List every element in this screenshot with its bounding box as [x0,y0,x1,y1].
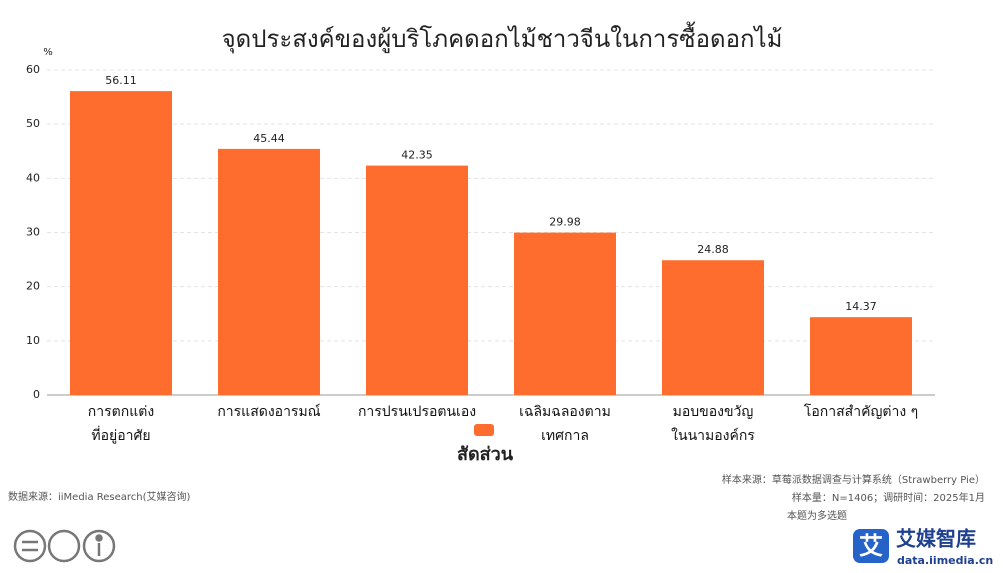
x-tick-label: โอกาสสำคัญต่าง ๆ [803,404,919,420]
bar [70,91,172,395]
sample-source: 样本来源：草莓派数据调查与计算系统（Strawberry Pie） [721,475,985,486]
x-tick-label: มอบของขวัญ ในนามองค์กร [671,404,755,444]
y-tick-label: 20 [26,280,40,293]
x-tick-label: การแสดงอารมณ์ [217,404,321,420]
note: 本题为多选题 [787,511,847,522]
y-unit: % [43,47,53,58]
bar [810,317,912,395]
x-tick-label: การตกแต่ง ที่อยู่อาศัย [87,404,155,444]
legend-label: สัดส่วน [457,444,514,465]
cc-icons [13,529,116,563]
logo-icon: 艾 [859,532,883,560]
y-tick-label: 0 [33,388,40,401]
source: 数据来源：iiMedia Research(艾媒咨询) [8,492,191,503]
y-tick-label: 40 [26,171,40,184]
logo-name: 艾媒智库 [896,527,976,551]
x-tick-label: เฉลิมฉลองตาม เทศกาล [519,404,611,444]
value-label: 29.98 [549,216,581,229]
chart-title: จุดประสงค์ของผู้บริโภคดอกไม้ชาวจีนในการซ… [222,21,783,54]
value-label: 56.11 [105,74,137,87]
bar [218,148,320,395]
y-tick-label: 60 [26,63,40,76]
y-tick-label: 50 [26,117,40,130]
bar [514,232,616,395]
value-label: 24.88 [697,243,729,256]
value-label: 14.37 [845,300,877,313]
y-tick-label: 10 [26,334,40,347]
logo-icon-bg [853,529,889,563]
x-tick-label: การปรนเปรอตนเอง [357,404,477,420]
bar [662,260,764,395]
value-label: 42.35 [401,149,433,162]
sample-size: 样本量：N=1406；调研时间：2025年1月 [791,493,985,504]
logo-url: data.iimedia.cn [897,554,993,567]
bar [366,165,468,395]
legend-swatch [474,424,494,436]
y-tick-label: 30 [26,226,40,239]
value-label: 45.44 [253,132,285,145]
